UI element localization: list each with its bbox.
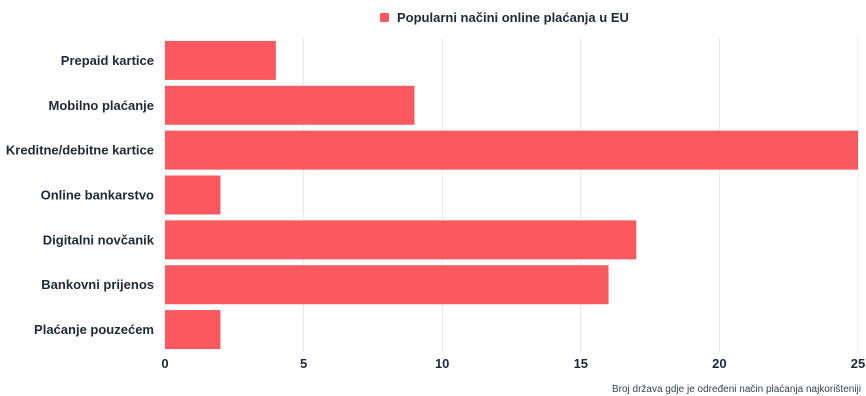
x-axis-tick-labels: 0 5 10 15 20 25	[161, 356, 865, 371]
legend-label: Popularni načini online plaćanja u EU	[397, 10, 629, 25]
category-label: Online bankarstvo	[41, 188, 154, 203]
x-tick-label: 15	[574, 356, 588, 371]
bar	[165, 40, 276, 80]
bar	[165, 220, 637, 260]
x-tick-label: 5	[300, 356, 307, 371]
bar	[165, 175, 221, 215]
bar	[165, 265, 609, 305]
x-tick-label: 0	[161, 356, 168, 371]
bar	[165, 310, 221, 350]
x-tick-label: 20	[712, 356, 726, 371]
legend: Popularni načini online plaćanja u EU	[380, 10, 629, 25]
bars	[165, 40, 858, 350]
bar	[165, 130, 858, 170]
category-label: Mobilno plaćanje	[49, 98, 154, 113]
x-axis-title: Broj država gdje je određeni način plaća…	[612, 384, 861, 395]
grid-lines	[164, 38, 859, 352]
legend-swatch	[380, 13, 389, 22]
x-tick-label: 10	[435, 356, 449, 371]
category-label: Plaćanje pouzećem	[34, 322, 154, 337]
category-label: Bankovni prijenos	[41, 277, 154, 292]
category-labels: Prepaid kartice Mobilno plaćanje Kreditne/…	[6, 53, 155, 337]
category-label: Kreditne/debitne kartice	[6, 143, 154, 158]
bar	[165, 85, 415, 125]
category-label: Digitalni novčanik	[43, 232, 155, 247]
category-label: Prepaid kartice	[61, 53, 154, 68]
x-tick-label: 25	[851, 356, 865, 371]
